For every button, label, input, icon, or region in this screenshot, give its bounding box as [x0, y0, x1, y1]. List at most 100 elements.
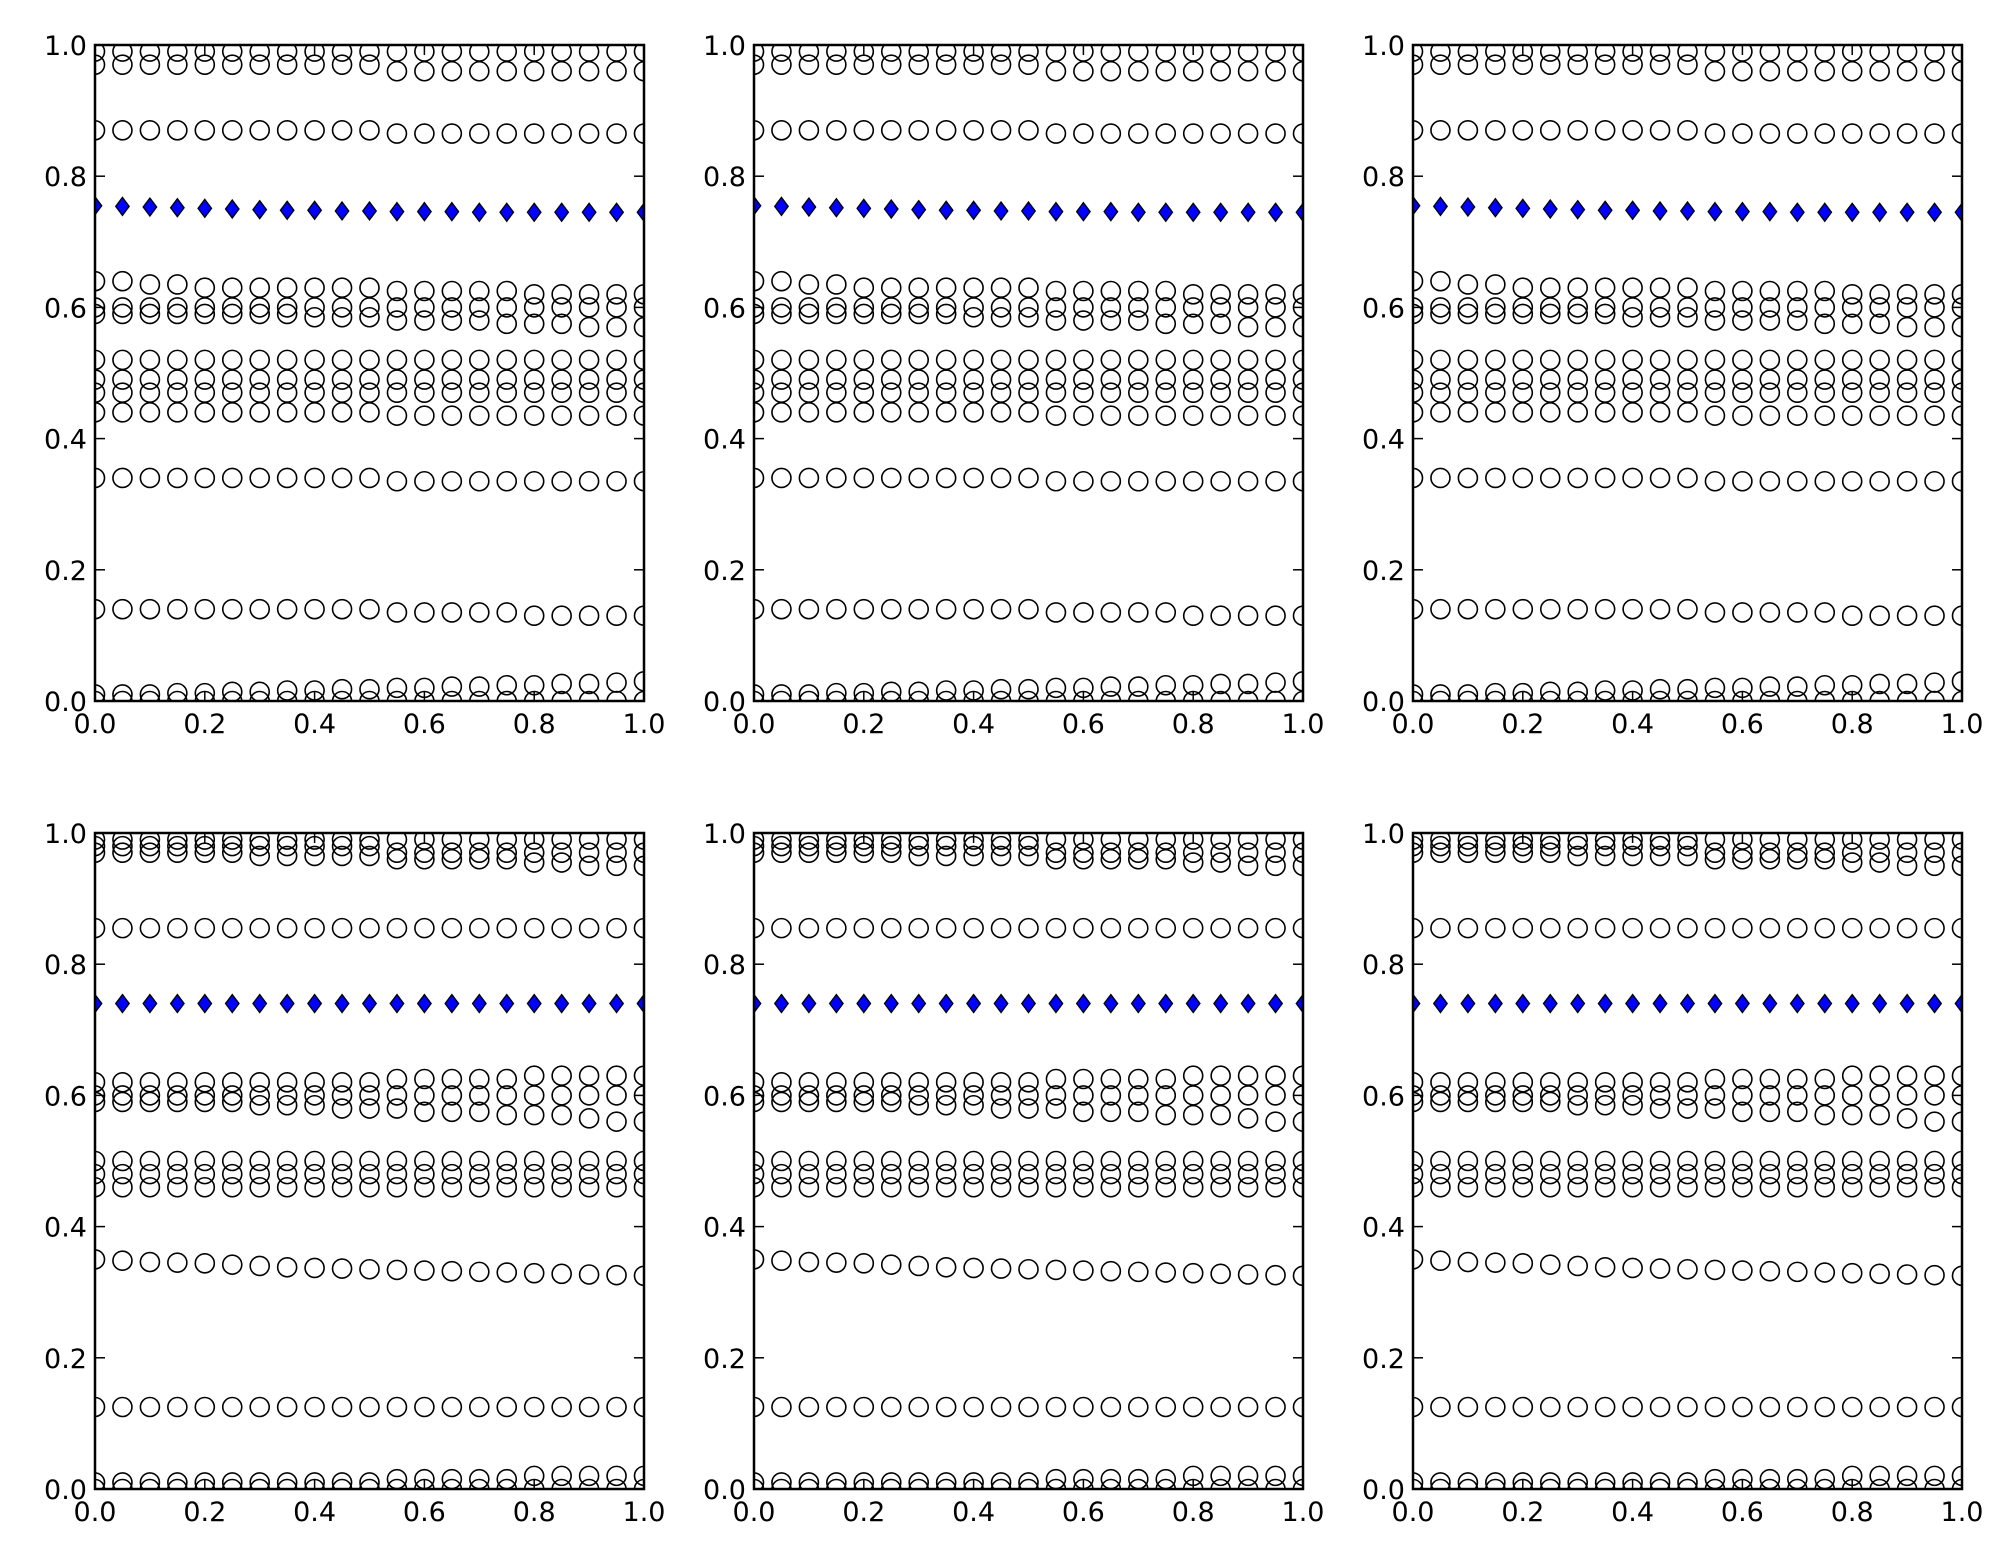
- circle-marker: [441, 1260, 463, 1282]
- circle-marker: [1567, 119, 1588, 141]
- circle-marker: [1155, 1150, 1177, 1172]
- diamond-marker: [1597, 200, 1613, 221]
- circle-marker: [167, 1150, 188, 1172]
- diamond-marker: [1707, 201, 1723, 222]
- subplot: 0.0 0.2 0.4 0.6 0.8 1.00.00.20.40.60.81.0: [44, 819, 665, 1528]
- diamond-marker: [1020, 200, 1037, 222]
- circle-marker: [1045, 677, 1067, 699]
- circle-marker: [1896, 1465, 1918, 1487]
- circle-marker: [1237, 673, 1259, 695]
- circle-marker: [935, 680, 957, 701]
- circle-marker: [1413, 1249, 1424, 1270]
- circle-marker: [1787, 297, 1808, 318]
- circle-marker: [1677, 382, 1698, 403]
- circle-marker: [771, 917, 792, 939]
- circle-marker: [1704, 602, 1726, 623]
- circle-marker: [1073, 917, 1094, 939]
- circle-marker: [496, 123, 518, 144]
- circle-marker: [935, 1478, 957, 1489]
- circle-marker: [414, 917, 435, 939]
- diamond-marker: [828, 993, 844, 1014]
- circle-marker: [551, 313, 572, 335]
- circle-marker: [1677, 297, 1698, 318]
- circle-marker: [139, 1085, 161, 1106]
- circle-marker: [754, 369, 765, 390]
- circle-marker: [1951, 470, 1962, 492]
- circle-marker: [1210, 283, 1231, 305]
- x-tick-label: 0.2: [1501, 1497, 1544, 1528]
- circle-marker: [1924, 672, 1945, 693]
- circle-marker: [1677, 598, 1698, 620]
- x-tick-label: 1.0: [1941, 1497, 1984, 1528]
- circle-marker: [1413, 1150, 1424, 1172]
- diamond-marker: [114, 993, 131, 1014]
- circle-marker: [1539, 1091, 1561, 1113]
- circle-marker: [1237, 1396, 1259, 1418]
- diamond-marker: [1734, 993, 1750, 1014]
- circle-marker: [167, 1176, 188, 1198]
- circle-marker: [1457, 369, 1479, 390]
- circle-marker: [1814, 690, 1836, 701]
- circle-marker: [496, 1176, 518, 1198]
- circle-marker: [1237, 690, 1259, 701]
- circle-marker: [1841, 1396, 1863, 1418]
- circle-marker: [139, 1150, 161, 1172]
- circle-marker: [194, 402, 216, 423]
- circle-marker: [221, 690, 243, 701]
- circle-marker: [1045, 297, 1067, 318]
- circle-marker: [1485, 402, 1506, 423]
- circle-marker: [551, 842, 572, 863]
- diamond-marker: [1103, 993, 1119, 1014]
- circle-marker: [578, 833, 600, 850]
- circle-marker: [1759, 1176, 1781, 1198]
- circle-marker: [112, 1150, 133, 1172]
- circle-marker: [1457, 297, 1479, 318]
- circle-marker: [754, 1472, 765, 1489]
- circle-marker: [1045, 1478, 1067, 1489]
- circle-marker: [194, 833, 216, 850]
- diamond-marker: [1817, 202, 1833, 223]
- circle-marker: [359, 1150, 380, 1172]
- circle-marker: [853, 303, 875, 325]
- circle-marker: [963, 54, 984, 75]
- circle-marker: [276, 1256, 298, 1278]
- circle-marker: [1182, 382, 1204, 403]
- circle-marker: [1787, 1163, 1808, 1185]
- circle-marker: [1073, 842, 1094, 863]
- circle-marker: [1567, 1396, 1588, 1418]
- circle-marker: [523, 1104, 545, 1126]
- circle-marker: [468, 676, 490, 697]
- circle-marker: [935, 1094, 957, 1116]
- y-tick-label: 0.4: [703, 1213, 746, 1244]
- circle-marker: [551, 1465, 572, 1487]
- diamond-marker: [1020, 993, 1037, 1014]
- circle-marker: [551, 1396, 572, 1418]
- circle-marker: [386, 382, 408, 403]
- circle-marker: [1924, 1396, 1945, 1418]
- circle-marker: [1622, 833, 1643, 850]
- circle-marker: [304, 833, 325, 850]
- y-tick-label: 0.8: [1362, 162, 1405, 193]
- circle-marker: [826, 917, 847, 939]
- circle-marker: [1100, 1068, 1122, 1090]
- circle-marker: [414, 405, 435, 426]
- circle-marker: [249, 54, 271, 75]
- circle-marker: [1704, 1150, 1726, 1172]
- circle-marker: [963, 349, 984, 371]
- circle-marker: [1594, 45, 1616, 62]
- circle-marker: [1512, 277, 1534, 299]
- circle-marker: [1759, 280, 1781, 302]
- circle-marker: [990, 402, 1012, 423]
- circle-marker: [1182, 1150, 1204, 1172]
- circle-marker: [1265, 1065, 1286, 1087]
- circle-marker: [249, 349, 271, 371]
- circle-marker: [990, 297, 1012, 318]
- circle-marker: [1018, 369, 1039, 390]
- circle-marker: [1896, 1176, 1918, 1198]
- circle-marker: [771, 467, 792, 489]
- circle-marker: [1210, 1163, 1231, 1185]
- circle-marker: [1677, 1098, 1698, 1119]
- diamond-marker: [1515, 198, 1531, 219]
- circle-marker: [1732, 297, 1753, 318]
- circle-marker: [1292, 917, 1303, 939]
